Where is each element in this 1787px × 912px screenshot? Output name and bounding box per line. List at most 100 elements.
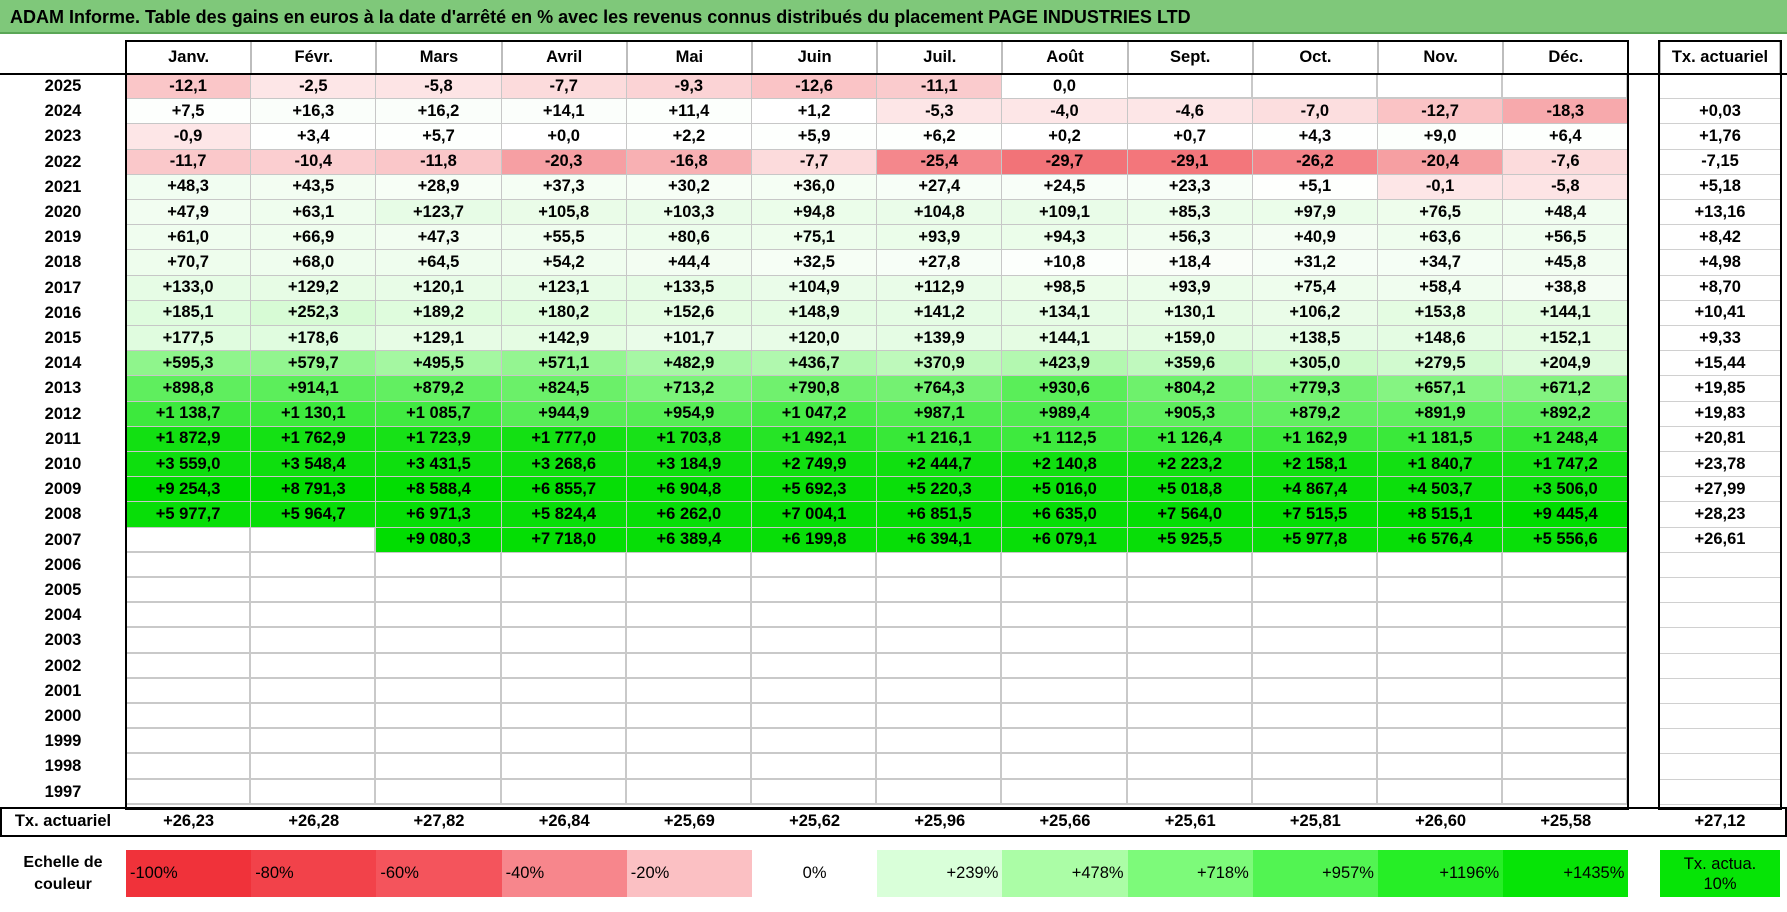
table-cell[interactable]: +1 872,9 <box>126 426 252 452</box>
table-cell[interactable]: -0,1 <box>1378 174 1504 200</box>
table-cell[interactable]: +657,1 <box>1378 376 1504 402</box>
table-cell[interactable]: +10,8 <box>1002 250 1128 276</box>
table-cell[interactable] <box>126 578 252 604</box>
table-cell[interactable] <box>752 628 878 654</box>
table-cell[interactable] <box>752 704 878 730</box>
table-cell[interactable] <box>251 754 377 780</box>
table-cell[interactable]: +180,2 <box>501 300 627 326</box>
table-cell[interactable] <box>1127 653 1253 679</box>
table-cell[interactable]: +3 431,5 <box>376 452 502 478</box>
table-cell[interactable]: +5 824,4 <box>501 502 627 528</box>
table-cell[interactable]: +6,2 <box>877 124 1003 150</box>
table-cell[interactable]: +905,3 <box>1127 401 1253 427</box>
table-cell[interactable]: +120,0 <box>752 326 878 352</box>
table-cell[interactable]: +914,1 <box>251 376 377 402</box>
table-cell[interactable]: +148,6 <box>1378 326 1504 352</box>
table-cell[interactable]: +252,3 <box>251 300 377 326</box>
table-cell[interactable]: +1 723,9 <box>376 426 502 452</box>
table-cell[interactable]: +178,6 <box>251 326 377 352</box>
table-cell[interactable]: +804,2 <box>1127 376 1253 402</box>
table-cell[interactable] <box>626 603 752 629</box>
table-cell[interactable] <box>376 678 502 704</box>
table-cell[interactable] <box>1503 578 1629 604</box>
table-cell[interactable] <box>626 628 752 654</box>
table-cell[interactable]: -7,7 <box>501 74 627 100</box>
table-cell[interactable]: -26,2 <box>1252 149 1378 175</box>
table-cell[interactable] <box>1002 779 1128 805</box>
table-cell[interactable] <box>626 678 752 704</box>
table-cell[interactable]: +2,2 <box>626 124 752 150</box>
table-cell[interactable] <box>1002 603 1128 629</box>
table-cell[interactable]: +6 262,0 <box>626 502 752 528</box>
table-cell[interactable]: +879,2 <box>1252 401 1378 427</box>
table-cell[interactable] <box>126 628 252 654</box>
table-cell[interactable] <box>501 704 627 730</box>
table-cell[interactable]: -11,7 <box>126 149 252 175</box>
table-cell[interactable]: +40,9 <box>1252 225 1378 251</box>
table-cell[interactable] <box>501 653 627 679</box>
table-cell[interactable]: +370,9 <box>877 351 1003 377</box>
table-cell[interactable]: +7 515,5 <box>1252 502 1378 528</box>
table-cell[interactable]: +898,8 <box>126 376 252 402</box>
table-cell[interactable]: +790,8 <box>752 376 878 402</box>
table-cell[interactable]: +3,4 <box>251 124 377 150</box>
table-cell[interactable]: +148,9 <box>752 300 878 326</box>
table-cell[interactable]: +3 548,4 <box>251 452 377 478</box>
table-cell[interactable] <box>752 653 878 679</box>
table-cell[interactable]: +1 762,9 <box>251 426 377 452</box>
table-cell[interactable]: +5,1 <box>1252 174 1378 200</box>
table-cell[interactable]: +579,7 <box>251 351 377 377</box>
table-cell[interactable]: +55,5 <box>501 225 627 251</box>
table-cell[interactable]: +152,6 <box>626 300 752 326</box>
table-cell[interactable]: +101,7 <box>626 326 752 352</box>
table-cell[interactable]: +2 158,1 <box>1252 452 1378 478</box>
table-cell[interactable]: +75,1 <box>752 225 878 251</box>
table-cell[interactable] <box>501 578 627 604</box>
table-cell[interactable] <box>1127 678 1253 704</box>
table-cell[interactable]: +139,9 <box>877 326 1003 352</box>
table-cell[interactable]: +47,9 <box>126 200 252 226</box>
table-cell[interactable]: -16,8 <box>626 149 752 175</box>
table-cell[interactable] <box>251 704 377 730</box>
table-cell[interactable] <box>376 779 502 805</box>
table-cell[interactable] <box>1378 754 1504 780</box>
table-cell[interactable]: -18,3 <box>1503 99 1629 125</box>
table-cell[interactable] <box>1378 74 1504 100</box>
table-cell[interactable]: +16,2 <box>376 99 502 125</box>
table-cell[interactable]: +48,3 <box>126 174 252 200</box>
table-cell[interactable] <box>1252 552 1378 578</box>
table-cell[interactable]: +1 747,2 <box>1503 452 1629 478</box>
table-cell[interactable] <box>752 552 878 578</box>
table-cell[interactable]: +1 216,1 <box>877 426 1003 452</box>
table-cell[interactable] <box>251 603 377 629</box>
table-cell[interactable]: +891,9 <box>1378 401 1504 427</box>
table-cell[interactable]: +9 080,3 <box>376 527 502 553</box>
table-cell[interactable]: +779,3 <box>1252 376 1378 402</box>
table-cell[interactable]: +16,3 <box>251 99 377 125</box>
table-cell[interactable]: +63,6 <box>1378 225 1504 251</box>
table-cell[interactable]: +37,3 <box>501 174 627 200</box>
table-cell[interactable] <box>877 628 1003 654</box>
table-cell[interactable]: +106,2 <box>1252 300 1378 326</box>
table-cell[interactable]: +6 394,1 <box>877 527 1003 553</box>
table-cell[interactable] <box>251 628 377 654</box>
table-cell[interactable] <box>877 754 1003 780</box>
table-cell[interactable]: +2 444,7 <box>877 452 1003 478</box>
table-cell[interactable] <box>251 552 377 578</box>
table-cell[interactable]: +7 718,0 <box>501 527 627 553</box>
table-cell[interactable]: -29,1 <box>1127 149 1253 175</box>
table-cell[interactable]: +138,5 <box>1252 326 1378 352</box>
table-cell[interactable]: +9,0 <box>1378 124 1504 150</box>
table-cell[interactable] <box>501 678 627 704</box>
table-cell[interactable]: +48,4 <box>1503 200 1629 226</box>
table-cell[interactable] <box>126 754 252 780</box>
table-cell[interactable]: +3 506,0 <box>1503 477 1629 503</box>
table-cell[interactable]: +6 904,8 <box>626 477 752 503</box>
table-cell[interactable]: +68,0 <box>251 250 377 276</box>
table-cell[interactable] <box>501 754 627 780</box>
table-cell[interactable] <box>1378 678 1504 704</box>
table-cell[interactable]: +6 389,4 <box>626 527 752 553</box>
table-cell[interactable] <box>752 729 878 755</box>
table-cell[interactable]: +2 223,2 <box>1127 452 1253 478</box>
table-cell[interactable]: +5 977,7 <box>126 502 252 528</box>
